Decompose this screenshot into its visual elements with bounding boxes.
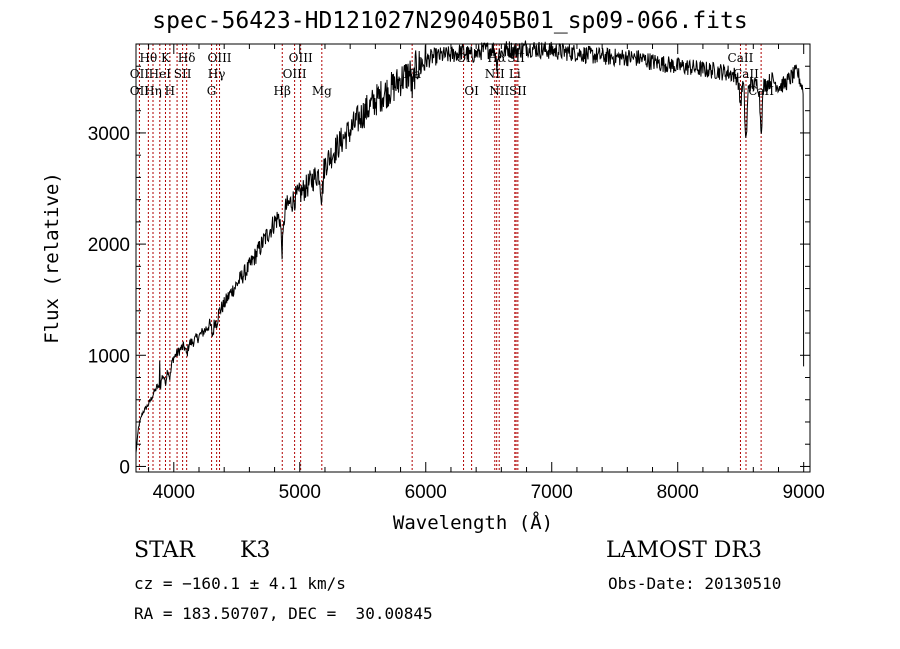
line-label: SII — [174, 67, 192, 81]
x-axis-label: Wavelength (Å) — [393, 511, 553, 534]
line-label: NII — [489, 84, 509, 98]
object-subclass: K3 — [240, 538, 271, 563]
line-label: HeI — [149, 67, 172, 81]
line-label: CaII — [728, 51, 754, 65]
line-label: OIII — [283, 67, 307, 81]
line-label: OII — [130, 84, 150, 98]
line-label: CaII — [733, 67, 759, 81]
x-tick-label: 8000 — [657, 482, 699, 503]
line-label: Hγ — [208, 67, 226, 81]
line-label: OII — [130, 67, 150, 81]
line-label: Hβ — [274, 84, 291, 98]
observation-date: Obs-Date: 20130510 — [608, 574, 782, 593]
x-tick-label: 6000 — [405, 482, 447, 503]
line-label: Hη — [144, 84, 162, 98]
line-label: G — [207, 84, 217, 98]
x-axis-ticks: 4000 5000 6000 7000 8000 9000 — [148, 44, 825, 503]
line-label: OIII — [289, 51, 313, 65]
y-axis-ticks: 0 1000 2000 3000 — [88, 65, 810, 478]
survey-name: LAMOST DR3 — [606, 538, 762, 563]
line-label: Hδ — [178, 51, 196, 65]
x-tick-label: 4000 — [153, 482, 195, 503]
line-label: Li — [509, 67, 521, 81]
line-label: K — [161, 51, 171, 65]
line-marker-group — [138, 44, 762, 472]
x-tick-label: 7000 — [531, 482, 573, 503]
line-label: NII — [485, 67, 505, 81]
line-label: Hθ — [139, 51, 157, 65]
chart-title: spec-56423-HD121027N290405B01_sp09-066.f… — [152, 8, 748, 34]
line-label: OIII — [207, 51, 231, 65]
y-tick-label: 2000 — [88, 235, 130, 256]
line-label: SII — [509, 84, 527, 98]
line-label: OI — [464, 84, 479, 98]
y-tick-label: 1000 — [88, 346, 130, 367]
y-tick-label: 0 — [119, 457, 130, 478]
line-label: Mg — [312, 84, 332, 98]
x-tick-label: 5000 — [279, 482, 321, 503]
coordinates: RA = 183.50707, DEC = 30.00845 — [134, 604, 433, 623]
line-label: H — [165, 84, 175, 98]
object-class: STAR — [134, 538, 195, 563]
plot-frame — [135, 43, 811, 473]
y-axis-label: Flux (relative) — [41, 172, 63, 344]
redshift-cz: cz = −160.1 ± 4.1 km/s — [134, 574, 346, 593]
y-tick-label: 3000 — [88, 124, 130, 145]
spectrum-line — [135, 40, 805, 453]
x-tick-label: 9000 — [783, 482, 825, 503]
